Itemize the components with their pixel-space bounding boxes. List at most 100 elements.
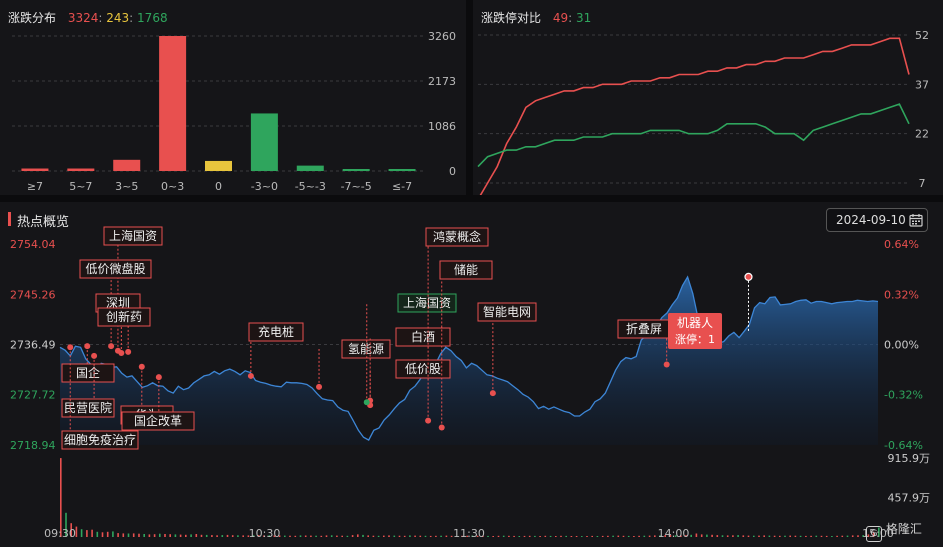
volume-bar xyxy=(851,535,854,537)
volume-bar xyxy=(174,534,177,537)
annotation-dot xyxy=(155,374,162,381)
annotation-box xyxy=(79,259,152,279)
y-tick-label: 37 xyxy=(915,78,929,91)
annotation-dot xyxy=(125,348,132,355)
volume-bar xyxy=(112,531,114,537)
volume-bar xyxy=(252,535,255,537)
annotation-label: 低价微盘股 xyxy=(85,261,145,276)
volume-tick-label: 457.9万 xyxy=(888,492,931,505)
y-tick-label: 7 xyxy=(919,177,926,190)
annotation-box xyxy=(97,307,151,327)
down-count: 1768 xyxy=(137,11,168,25)
pct-tick-label: 0.64% xyxy=(884,238,919,251)
x-tick-label: 3~5 xyxy=(115,180,138,193)
annotation-label: 创新药 xyxy=(106,309,142,324)
volume-bar xyxy=(518,536,521,537)
volume-bar xyxy=(445,535,448,537)
volume-bar xyxy=(216,535,218,537)
volume-bar xyxy=(289,535,291,537)
volume-bar xyxy=(726,535,729,537)
price-tick-label: 2727.72 xyxy=(10,389,56,402)
volume-bar xyxy=(706,534,708,537)
x-tick-label: -3~0 xyxy=(251,180,278,193)
volume-bar xyxy=(169,534,171,537)
distribution-title: 涨跌分布 xyxy=(8,11,57,25)
annotation-label: 折叠屏 xyxy=(626,321,662,336)
volume-bar xyxy=(513,535,515,537)
volume-bar xyxy=(247,535,250,537)
volume-bar xyxy=(424,535,427,537)
volume-bar xyxy=(456,535,458,537)
volume-bar xyxy=(758,535,760,537)
annotation-dot xyxy=(118,350,125,357)
separator: : xyxy=(98,11,103,25)
volume-bar xyxy=(268,535,270,537)
volume-bar xyxy=(820,535,823,537)
watermark-text: 格隆汇 xyxy=(885,522,922,536)
limit-ratio-line-chart: 52 37 22 7 xyxy=(477,29,929,195)
volume-bar xyxy=(476,535,479,537)
volume-bar xyxy=(747,535,750,537)
volume-bar xyxy=(617,535,620,537)
limit-up-line xyxy=(479,37,910,195)
y-tick-label: 1086 xyxy=(428,120,456,133)
annotation-box xyxy=(425,227,489,247)
volume-bar xyxy=(841,535,844,537)
annotation-label: 智能电网 xyxy=(483,304,531,319)
volume-bar xyxy=(231,535,234,537)
annotation-box xyxy=(248,322,304,342)
volume-bar xyxy=(721,535,724,537)
volume-bar xyxy=(737,535,739,537)
volume-bar xyxy=(612,535,614,537)
volume-bar xyxy=(763,535,765,537)
volume-bar xyxy=(581,536,583,537)
volume-bar xyxy=(461,535,463,537)
annotation-label: 上海国资 xyxy=(109,228,157,243)
x-tick-label: 14:00 xyxy=(658,527,690,540)
volume-bar xyxy=(570,536,573,537)
volume-bar xyxy=(226,534,229,537)
volume-bar xyxy=(487,535,489,537)
distribution-bar-chart: 3260 2173 1086 0 ≥7 5~7 3~5 0~3 0 -3~0 -5~-3 -7~-5 ≤… xyxy=(12,30,456,193)
volume-bar xyxy=(659,535,661,537)
date-value: 2024-09-10 xyxy=(836,213,906,227)
calendar-icon[interactable] xyxy=(909,213,923,227)
annotation-box xyxy=(341,339,391,359)
y-tick-label: 2173 xyxy=(428,75,456,88)
x-tick-label: ≤-7 xyxy=(392,180,412,193)
volume-bar xyxy=(534,535,536,537)
annotation-label: 低价股 xyxy=(405,362,441,376)
limit-ratio-title-row: 涨跌停对比 49: 31 xyxy=(481,9,591,26)
volume-bar xyxy=(315,535,317,537)
volume-bar xyxy=(70,523,72,537)
volume-bar xyxy=(195,534,198,537)
title-accent-bar xyxy=(8,212,11,226)
limit-down-line xyxy=(477,103,910,168)
annotation-label: 储能 xyxy=(454,262,478,277)
volume-bar xyxy=(132,533,135,537)
volume-bar xyxy=(138,533,140,537)
volume-bar xyxy=(497,535,500,537)
volume-bar xyxy=(716,535,719,537)
volume-bar xyxy=(700,534,703,537)
x-tick-label: -7~-5 xyxy=(341,180,372,193)
volume-bar xyxy=(711,534,713,537)
volume-bar xyxy=(304,535,307,537)
annotation-box xyxy=(61,363,115,383)
annotation-dot xyxy=(744,272,753,281)
volume-bar xyxy=(310,535,312,537)
volume-bar xyxy=(471,535,474,537)
volume-bar xyxy=(242,535,244,537)
volume-bar xyxy=(388,535,390,537)
annotation-label: 上海国资 xyxy=(403,295,451,310)
volume-bar xyxy=(732,535,734,537)
price-tick-label: 2736.49 xyxy=(10,339,56,352)
volume-bar xyxy=(690,534,692,537)
volume-bar xyxy=(258,535,260,537)
annotation-label: 白酒 xyxy=(411,329,435,344)
volume-bar xyxy=(200,534,203,537)
date-picker[interactable]: 2024-09-10 xyxy=(826,208,928,232)
annotation-label: 细胞免疫治疗 xyxy=(64,432,136,447)
volume-bar xyxy=(372,535,375,537)
volume-bar xyxy=(101,532,104,537)
